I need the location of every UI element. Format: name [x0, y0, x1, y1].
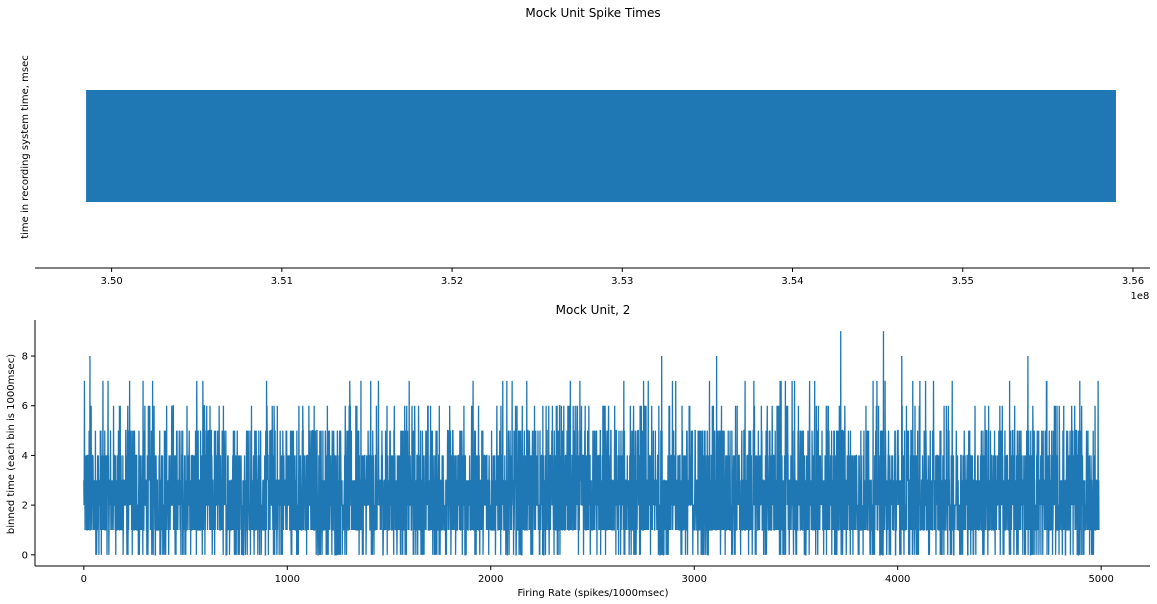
- spike-times-title: Mock Unit Spike Times: [525, 6, 660, 20]
- spike-times-band: [86, 90, 1116, 202]
- firing-rate-series: [83, 331, 1100, 556]
- spike-times-x-tick-label: 3.56: [1122, 276, 1144, 287]
- spike-times-x-tick-label: 3.51: [271, 276, 293, 287]
- spike-times-x-tick-label: 3.54: [781, 276, 803, 287]
- firing-rate-y-tick-label: 2: [22, 501, 28, 512]
- firing-rate-y-tick-label: 0: [22, 550, 28, 561]
- spike-times-x-offset: 1e8: [1131, 291, 1150, 302]
- firing-rate-panel: Mock Unit, 2 binned time (each bin is 10…: [6, 303, 1150, 599]
- firing-rate-x-ticks: 0 1000 2000 3000 4000 5000: [81, 566, 1114, 585]
- firing-rate-y-tick-label: 6: [22, 401, 28, 412]
- firing-rate-x-tick-label: 2000: [478, 574, 503, 585]
- firing-rate-ylabel: binned time (each bin is 1000msec): [6, 354, 17, 534]
- spike-times-x-tick-label: 3.55: [952, 276, 974, 287]
- spike-times-x-tick-label: 3.50: [100, 276, 122, 287]
- spike-times-x-tick-label: 3.52: [441, 276, 463, 287]
- spike-times-ylabel: time in recording system time, msec: [20, 55, 31, 239]
- firing-rate-x-tick-label: 1000: [275, 574, 300, 585]
- firing-rate-y-tick-label: 4: [22, 451, 28, 462]
- spike-times-x-tick-label: 3.53: [611, 276, 633, 287]
- firing-rate-title: Mock Unit, 2: [556, 303, 631, 317]
- firing-rate-x-tick-label: 4000: [885, 574, 910, 585]
- firing-rate-x-tick-label: 0: [81, 574, 87, 585]
- firing-rate-x-tick-label: 5000: [1088, 574, 1113, 585]
- firing-rate-line: [83, 331, 1100, 556]
- firing-rate-y-tick-label: 8: [22, 352, 28, 363]
- spike-times-x-ticks: 3.50 3.51 3.52 3.53 3.54 3.55 3.56: [100, 268, 1144, 287]
- firing-rate-x-tick-label: 3000: [682, 574, 707, 585]
- firing-rate-y-ticks: 0 2 4 6 8: [22, 352, 35, 561]
- firing-rate-xlabel: Firing Rate (spikes/1000msec): [517, 588, 668, 599]
- spike-times-panel: Mock Unit Spike Times time in recording …: [20, 6, 1150, 302]
